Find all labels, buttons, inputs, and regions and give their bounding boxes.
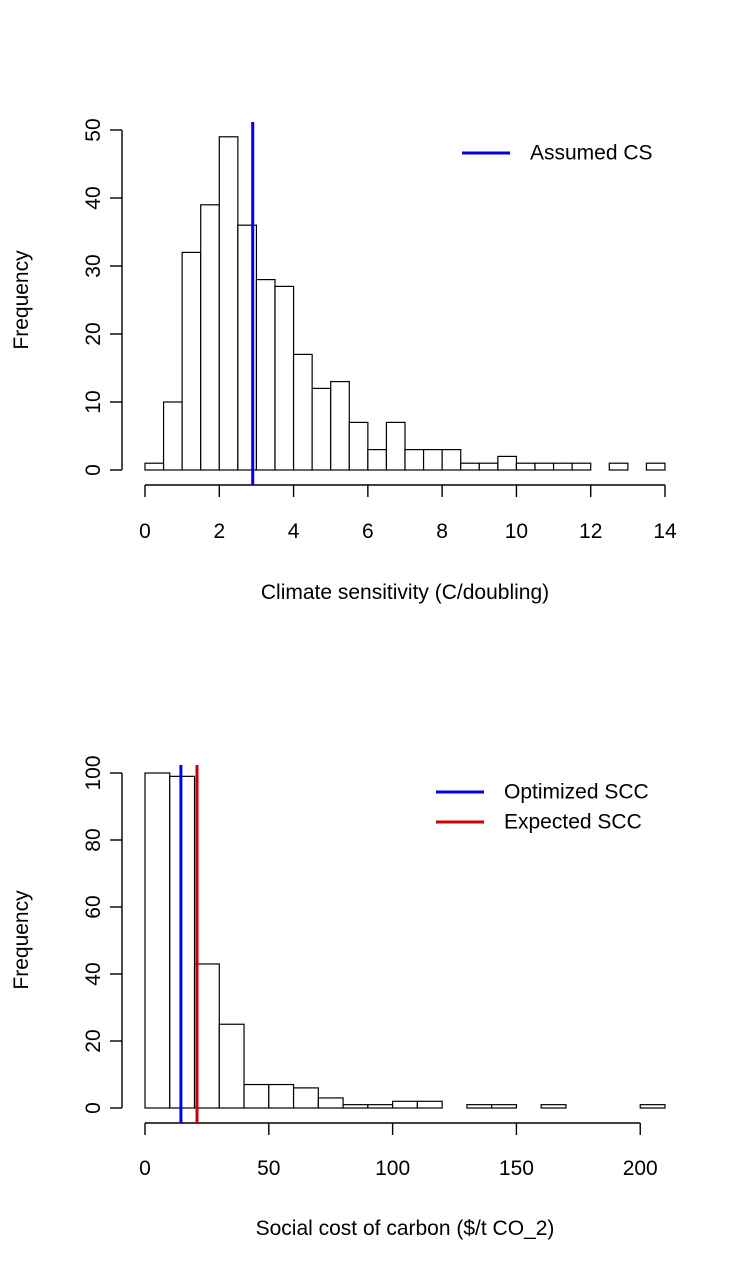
histogram-bar — [218, 136, 239, 471]
histogram-bar — [416, 1100, 443, 1109]
x-tick-label: 14 — [653, 520, 677, 543]
histogram-bar — [162, 401, 183, 471]
y-axis-title: Frequency — [10, 890, 33, 990]
histogram-bar — [385, 421, 406, 471]
histogram-bar — [342, 1104, 369, 1109]
histogram-bar — [367, 1104, 394, 1109]
histogram-bar — [478, 462, 499, 471]
histogram-bar — [330, 381, 350, 471]
histogram-bar — [645, 462, 666, 471]
x-tick-label: 12 — [579, 520, 602, 543]
x-axis-title: Climate sensitivity (C/doubling) — [261, 581, 549, 604]
histogram-bar — [466, 1104, 493, 1109]
histogram-bar — [515, 462, 536, 471]
histogram-bar — [274, 285, 295, 471]
histogram-bar — [292, 353, 313, 471]
histogram-bar — [268, 1083, 295, 1109]
histogram-bar — [243, 1083, 270, 1109]
histogram-bar — [639, 1104, 666, 1109]
histogram-bar — [144, 462, 165, 471]
y-tick-label: 10 — [82, 390, 105, 413]
y-tick-label: 0 — [82, 1102, 105, 1114]
x-tick-label: 10 — [505, 520, 528, 543]
y-tick-label: 40 — [82, 186, 105, 209]
climate-sensitivity-histogram: 0 2 4 6 8 10 12 14 0 10 20 30 40 50 Climate sensitivit… — [10, 118, 677, 604]
histogram-bar — [181, 251, 202, 471]
y-tick-label: 80 — [82, 828, 105, 851]
histogram-bar — [608, 462, 629, 471]
x-tick-label: 0 — [139, 1157, 151, 1180]
histogram-bar — [497, 455, 518, 471]
x-tick-label: 200 — [623, 1157, 658, 1180]
x-tick-label: 8 — [436, 520, 448, 543]
histogram-bar — [571, 462, 592, 471]
y-axis-title: Frequency — [10, 250, 33, 350]
histogram-bar — [348, 421, 369, 471]
histogram-bar — [540, 1104, 567, 1109]
histogram-bar — [552, 462, 573, 471]
y-tick-label: 0 — [82, 464, 105, 476]
histogram-bar — [534, 462, 555, 471]
histogram-bar — [218, 1023, 245, 1109]
histogram-bar — [422, 449, 443, 471]
x-tick-label: 2 — [213, 520, 225, 543]
histogram-bar — [392, 1100, 418, 1109]
y-tick-label: 20 — [82, 322, 105, 345]
x-tick-label: 150 — [499, 1157, 534, 1180]
y-tick-label: 100 — [82, 755, 105, 790]
x-tick-label: 0 — [139, 520, 151, 543]
histogram-bar — [404, 449, 425, 471]
x-axis-title: Social cost of carbon ($/t CO_2) — [256, 1217, 555, 1240]
histogram-bar — [317, 1097, 344, 1109]
legend-label: Expected SCC — [504, 811, 642, 834]
social-cost-of-carbon-histogram: 0 50 100 150 200 0 20 40 60 80 100 Social cost of c… — [10, 755, 666, 1240]
x-tick-label: 4 — [288, 520, 300, 543]
histogram-bar — [255, 279, 276, 471]
y-tick-label: 50 — [82, 118, 105, 141]
x-tick-label: 50 — [257, 1157, 280, 1180]
histogram-bar — [311, 387, 332, 471]
histogram-bar — [441, 449, 462, 471]
histogram-bar — [200, 204, 220, 471]
y-tick-label: 20 — [82, 1029, 105, 1052]
x-tick-label: 100 — [375, 1157, 410, 1180]
histogram-bar — [144, 772, 171, 1109]
histogram-bar — [292, 1087, 319, 1109]
legend-label: Optimized SCC — [504, 781, 649, 804]
legend-label: Assumed CS — [530, 142, 653, 165]
histogram-bar — [491, 1104, 518, 1109]
histogram-bar — [367, 449, 388, 471]
y-tick-label: 40 — [82, 962, 105, 985]
y-tick-label: 60 — [82, 895, 105, 918]
histogram-bar — [460, 462, 480, 471]
y-tick-label: 30 — [82, 254, 105, 277]
x-tick-label: 6 — [362, 520, 374, 543]
